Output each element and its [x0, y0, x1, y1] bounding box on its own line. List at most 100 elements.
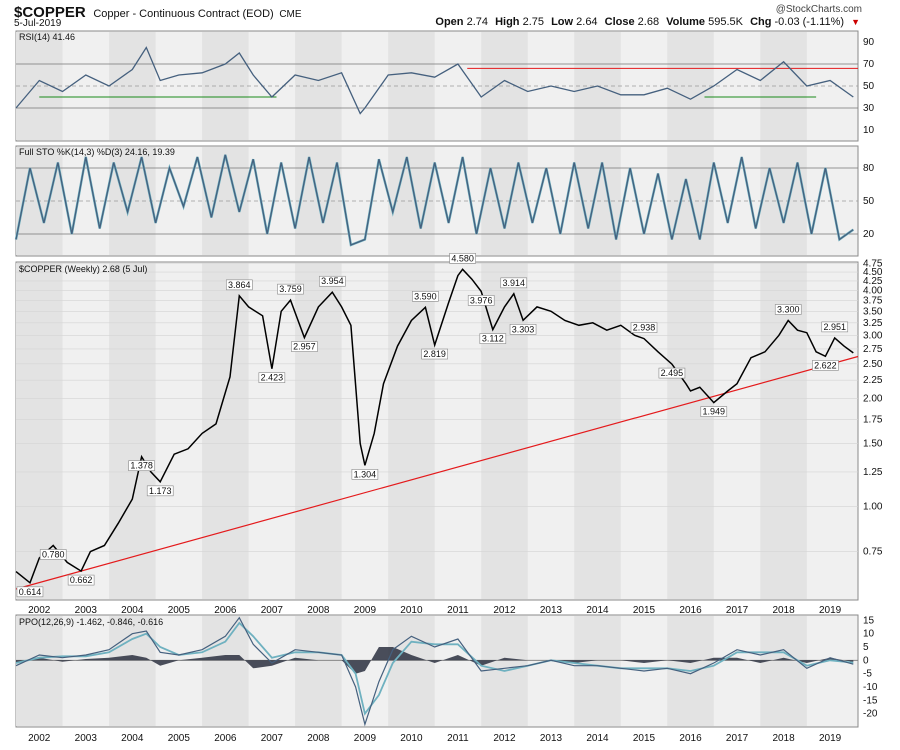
ppo-tick-label: 15 [863, 615, 875, 626]
ppo-tick-label: 0 [863, 655, 869, 666]
ppo-panel-year-band [202, 616, 249, 726]
low-label: Low [551, 16, 574, 28]
ppo-tick-label: 10 [863, 629, 875, 640]
price-panel-year-band [760, 263, 807, 599]
rsi-tick-label: 70 [863, 59, 875, 70]
price-annotation-label: 2.423 [261, 373, 284, 383]
ppo-panel-year-band [16, 616, 63, 726]
price-annotation-label: 3.759 [279, 284, 302, 294]
ppo-x-tick-label: 2002 [28, 733, 51, 744]
price-panel-year-band [109, 263, 156, 599]
price-annotation-label: 3.303 [512, 324, 535, 334]
price-label-box [421, 348, 448, 360]
ppo-x-tick-label: 2003 [75, 733, 98, 744]
price-label-box [351, 469, 379, 480]
price-label-box [146, 485, 174, 497]
price-tick-label: 0.75 [863, 547, 883, 558]
price-title: $COPPER (Weekly) 2.68 (5 Jul) [19, 264, 147, 274]
ppo-histogram [16, 647, 854, 674]
ppo-x-tick-label: 2017 [726, 733, 749, 744]
price-panel-background [15, 261, 859, 601]
price-x-tick-label: 2004 [121, 605, 144, 616]
price-tick-label: 1.00 [863, 502, 883, 513]
volume-label: Volume [666, 16, 706, 28]
chg-value: -0.03 (-1.11%) [774, 16, 845, 28]
price-annotation-label: 0.614 [19, 587, 42, 597]
sto-tick-label: 80 [863, 163, 875, 174]
chart-date: 5-Jul-2019 [14, 18, 62, 29]
ppo-title: PPO(12,26,9) -1.462, -0.846, -0.616 [19, 617, 163, 627]
high-value: 2.75 [522, 16, 545, 28]
price-annotation-label: 3.112 [482, 334, 504, 344]
price-annotation-label: 1.378 [130, 461, 153, 471]
ppo-x-tick-label: 2013 [540, 733, 563, 744]
price-label-box [277, 283, 304, 295]
price-label-box [658, 367, 686, 379]
price-x-tick-label: 2009 [354, 605, 377, 616]
symbol-title: $COPPER [14, 4, 86, 21]
rsi-tick-label: 30 [863, 103, 875, 114]
ppo-tick-label: -5 [863, 669, 872, 680]
price-label-box [467, 295, 495, 306]
price-annotation-label: 2.938 [633, 323, 656, 333]
price-tick-label: 3.00 [863, 330, 883, 341]
price-label-box [225, 279, 253, 291]
price-tick-label: 4.25 [863, 276, 883, 287]
price-annotation-label: 4.580 [451, 253, 474, 263]
price-x-tick-label: 2007 [261, 605, 284, 616]
price-label-box [16, 586, 44, 598]
price-x-tick-label: 2012 [493, 605, 516, 616]
price-x-tick-label: 2017 [726, 605, 749, 616]
price-trendline [15, 355, 859, 590]
price-panel-year-band [295, 263, 342, 599]
price-x-tick-label: 2011 [447, 605, 469, 616]
price-x-tick-label: 2005 [168, 605, 191, 616]
price-tick-label: 4.50 [863, 267, 883, 278]
price-label-box [291, 341, 318, 352]
sto-tick-label: 20 [863, 229, 875, 240]
price-x-tick-label: 2010 [400, 605, 423, 616]
ppo-x-tick-label: 2018 [772, 733, 795, 744]
price-panel-year-band [16, 263, 63, 599]
price-tick-label: 3.50 [863, 306, 883, 317]
exchange-label: CME [279, 9, 302, 20]
price-label-box [412, 291, 439, 302]
price-annotation-label: 1.304 [354, 469, 377, 479]
ppo-x-tick-label: 2005 [168, 733, 191, 744]
rsi-line [15, 46, 854, 115]
price-label-box [258, 372, 286, 383]
price-annotation-label: 2.957 [293, 342, 316, 352]
ppo-tick-label: -10 [863, 682, 878, 693]
ppo-x-tick-label: 2014 [586, 733, 609, 744]
sto-tick-label: 50 [863, 196, 875, 207]
ppo-panel-year-band [388, 616, 435, 726]
price-annotation-label: 3.864 [228, 280, 251, 290]
price-label-box [509, 324, 537, 335]
price-annotation-label: 1.173 [149, 486, 172, 496]
price-label-box [774, 304, 802, 315]
price-annotation-label: 2.819 [423, 349, 446, 359]
price-tick-label: 3.75 [863, 296, 883, 307]
price-x-tick-label: 2014 [586, 605, 609, 616]
ppo-x-tick-label: 2015 [633, 733, 656, 744]
ppo-x-tick-label: 2007 [261, 733, 284, 744]
price-annotation-label: 3.300 [777, 304, 800, 314]
price-x-tick-label: 2008 [307, 605, 330, 616]
low-value: 2.64 [576, 16, 598, 28]
price-tick-label: 2.50 [863, 359, 883, 370]
price-tick-label: 2.75 [863, 344, 883, 355]
rsi-tick-label: 90 [863, 37, 875, 48]
price-tick-label: 1.50 [863, 438, 883, 449]
ppo-x-tick-label: 2010 [400, 733, 423, 744]
price-annotation-label: 3.976 [470, 295, 493, 305]
chart-header: $COPPER Copper - Continuous Contract (EO… [14, 4, 302, 21]
price-annotation-label: 1.949 [703, 407, 726, 417]
price-label-box [128, 460, 155, 472]
price-label-box [449, 253, 476, 264]
price-tick-label: 1.75 [863, 414, 883, 425]
price-annotation-label: 2.622 [814, 360, 837, 370]
price-x-tick-label: 2003 [75, 605, 98, 616]
price-label-box [67, 574, 95, 586]
price-label-box [39, 549, 67, 560]
